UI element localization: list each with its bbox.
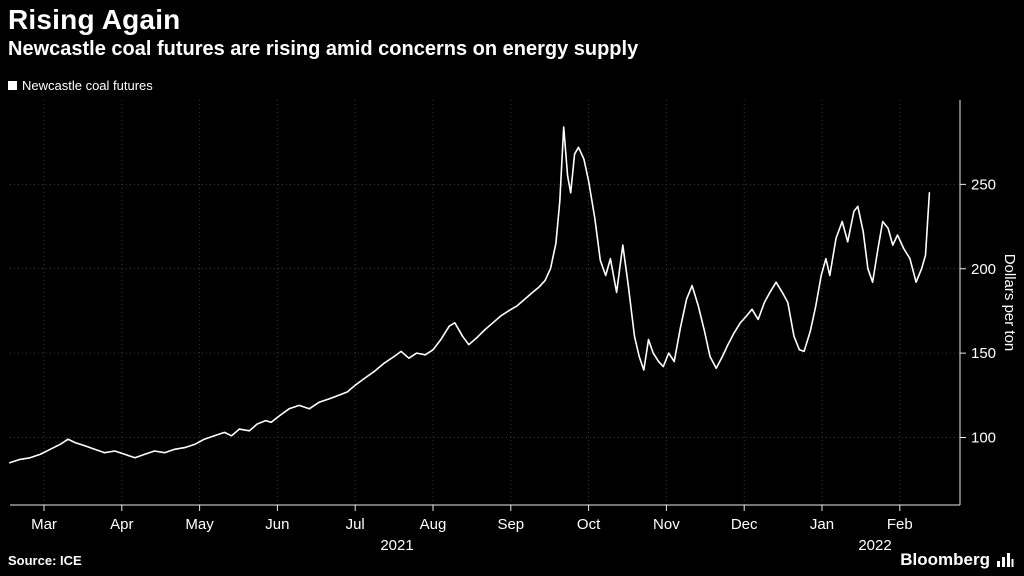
chart-subtitle: Newcastle coal futures are rising amid c… xyxy=(8,38,639,60)
legend-label: Newcastle coal futures xyxy=(22,78,153,93)
x-tick-label: Nov xyxy=(653,516,680,533)
brand: Bloomberg xyxy=(900,550,1014,570)
source-label: Source: ICE xyxy=(8,553,82,568)
year-label-2021: 2021 xyxy=(380,537,413,554)
bloomberg-chart-icon xyxy=(997,553,1014,567)
x-tick-label: Dec xyxy=(731,516,758,533)
x-tick-label: Jul xyxy=(346,516,365,533)
x-tick-label: Oct xyxy=(577,516,601,533)
x-tick-label: Mar xyxy=(31,516,57,533)
legend: Newcastle coal futures xyxy=(8,78,153,93)
line-chart: Mar Apr May Jun Jul Aug Sep Oct Nov Dec Jan Feb 100 1… xyxy=(9,100,1018,554)
x-tick-label: May xyxy=(185,516,214,533)
legend-marker-icon xyxy=(8,81,17,90)
x-tick-label: Feb xyxy=(887,516,913,533)
series-line xyxy=(9,126,931,464)
y-tick-label: 150 xyxy=(971,345,996,362)
x-tick-label: Apr xyxy=(110,516,133,533)
y-axis-title: Dollars per ton xyxy=(1001,254,1018,352)
y-tick-label: 100 xyxy=(971,430,996,447)
x-tick-label: Sep xyxy=(497,516,524,533)
year-label-2022: 2022 xyxy=(858,537,891,554)
chart-area: Mar Apr May Jun Jul Aug Sep Oct Nov Dec Jan Feb 100 1… xyxy=(0,95,1024,560)
brand-label: Bloomberg xyxy=(900,550,990,569)
x-tick-label: Jun xyxy=(265,516,289,533)
x-tick-label: Jan xyxy=(810,516,834,533)
y-tick-label: 200 xyxy=(971,261,996,278)
chart-title: Rising Again xyxy=(8,4,181,35)
y-tick-label: 250 xyxy=(971,176,996,193)
x-tick-label: Aug xyxy=(420,516,447,533)
